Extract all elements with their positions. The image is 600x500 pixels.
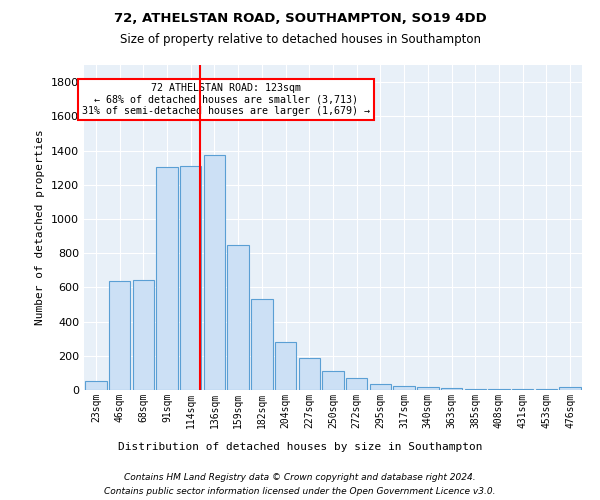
Text: Size of property relative to detached houses in Southampton: Size of property relative to detached ho… xyxy=(119,32,481,46)
Y-axis label: Number of detached properties: Number of detached properties xyxy=(35,130,46,326)
Bar xyxy=(251,300,272,390)
Text: Distribution of detached houses by size in Southampton: Distribution of detached houses by size … xyxy=(118,442,482,452)
Bar xyxy=(299,358,320,390)
Bar xyxy=(417,388,439,390)
Bar xyxy=(133,280,154,390)
Bar xyxy=(275,342,296,390)
Bar xyxy=(559,388,581,390)
Text: Contains public sector information licensed under the Open Government Licence v3: Contains public sector information licen… xyxy=(104,488,496,496)
Bar xyxy=(180,166,202,390)
Bar xyxy=(322,371,344,390)
Bar xyxy=(157,167,178,390)
Bar xyxy=(204,155,225,390)
Text: 72, ATHELSTAN ROAD, SOUTHAMPTON, SO19 4DD: 72, ATHELSTAN ROAD, SOUTHAMPTON, SO19 4D… xyxy=(113,12,487,26)
Bar xyxy=(488,389,509,390)
Bar xyxy=(394,386,415,390)
Bar xyxy=(441,388,462,390)
Bar xyxy=(346,378,367,390)
Bar xyxy=(227,246,249,390)
Bar xyxy=(109,280,130,390)
Bar xyxy=(464,388,486,390)
Text: Contains HM Land Registry data © Crown copyright and database right 2024.: Contains HM Land Registry data © Crown c… xyxy=(124,472,476,482)
Bar xyxy=(370,384,391,390)
Text: 72 ATHELSTAN ROAD: 123sqm
← 68% of detached houses are smaller (3,713)
31% of se: 72 ATHELSTAN ROAD: 123sqm ← 68% of detac… xyxy=(82,83,370,116)
Bar xyxy=(85,380,107,390)
